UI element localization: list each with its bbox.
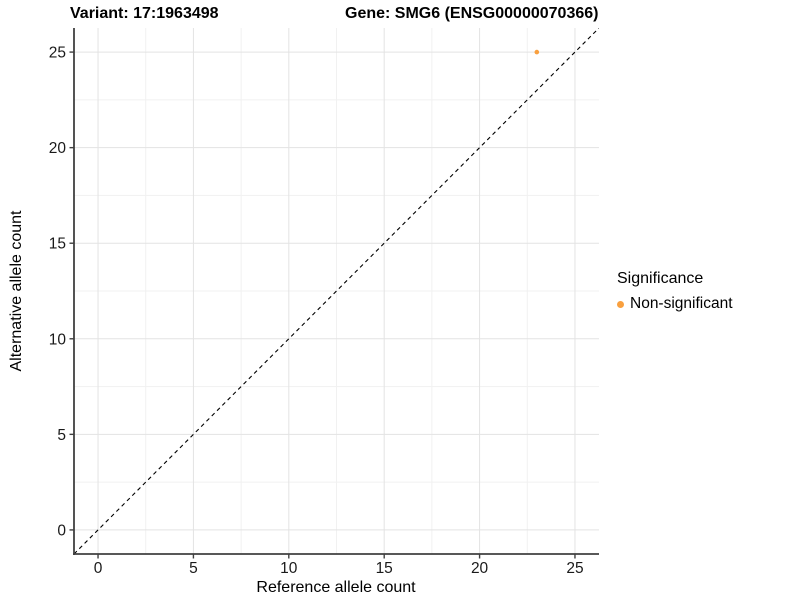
variant-title: Variant: 17:1963498 (70, 5, 219, 22)
legend-title: Significance (617, 270, 704, 287)
x-tick-label: 20 (471, 560, 489, 577)
gene-title: Gene: SMG6 (ENSG00000070366) (345, 5, 599, 22)
y-tick-label: 20 (49, 140, 67, 157)
y-axis-title: Alternative allele count (8, 210, 25, 372)
identity-reference-line (74, 28, 599, 554)
x-axis-title: Reference allele count (256, 579, 416, 596)
y-tick-label: 25 (49, 45, 66, 62)
x-tick-label: 0 (94, 560, 103, 577)
legend-point-icon (617, 300, 624, 308)
legend-entry-label: Non-significant (630, 295, 733, 312)
legend: Significance Non-significant (617, 270, 733, 313)
x-tick-label: 15 (376, 560, 393, 577)
legend-entry: Non-significant (617, 295, 733, 313)
x-tick-label: 10 (280, 560, 298, 577)
y-tick-label: 15 (49, 236, 66, 253)
x-tick-label: 5 (189, 560, 198, 577)
y-tick-label: 10 (49, 331, 67, 348)
y-tick-label: 5 (57, 427, 66, 444)
y-tick-label: 0 (57, 522, 66, 539)
x-tick-label: 25 (566, 560, 583, 577)
data-point (534, 49, 540, 55)
